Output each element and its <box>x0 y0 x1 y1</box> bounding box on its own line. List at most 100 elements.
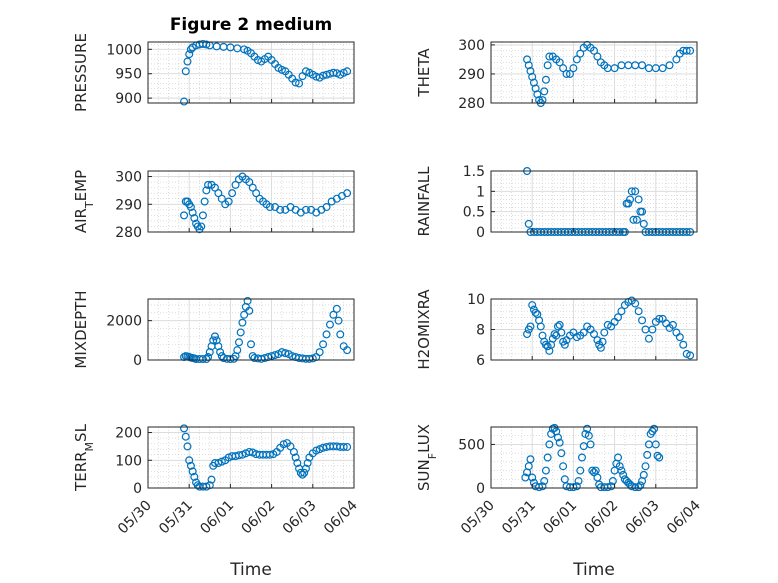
y-tick-label: 500 <box>458 437 485 453</box>
data-point <box>559 462 568 471</box>
data-point <box>638 207 647 216</box>
data-point <box>286 442 295 451</box>
data-point <box>186 461 195 470</box>
data-point <box>209 336 218 345</box>
data-point <box>207 475 216 484</box>
data-point <box>265 203 274 212</box>
y-axis-label: AIRTEMP <box>72 170 96 233</box>
data-point <box>183 442 192 451</box>
data-point <box>245 178 254 187</box>
data-point <box>303 459 312 468</box>
data-point <box>190 214 199 223</box>
y-tick-label: 0 <box>133 481 142 497</box>
data-point <box>565 69 574 78</box>
data-point <box>183 57 192 66</box>
data-point <box>668 320 677 329</box>
data-point <box>322 203 331 212</box>
data-point <box>528 301 537 310</box>
data-point <box>276 205 285 214</box>
data-point <box>291 78 300 87</box>
data-point <box>540 477 549 486</box>
data-point <box>293 459 302 468</box>
data-series <box>180 172 352 234</box>
y-tick-label: 1 <box>476 184 485 200</box>
data-point <box>315 348 324 357</box>
data-point <box>679 340 688 349</box>
data-point <box>638 61 647 70</box>
y-axis-label-main: SUN <box>415 459 433 491</box>
data-point <box>655 453 664 462</box>
data-point <box>298 470 307 479</box>
y-axis-label-tail: LUX <box>415 424 433 453</box>
data-point <box>181 67 190 76</box>
data-point <box>559 64 568 73</box>
y-axis-label-subscript: F <box>426 453 439 459</box>
y-axis-label: PRESSURE <box>72 33 90 112</box>
data-point <box>650 424 659 433</box>
data-point <box>560 340 569 349</box>
data-point <box>672 55 681 64</box>
data-point <box>579 328 588 337</box>
data-point <box>617 466 626 475</box>
data-point <box>210 332 219 341</box>
data-point <box>180 424 189 433</box>
data-point <box>240 310 249 319</box>
data-point <box>231 180 240 189</box>
data-point <box>555 438 564 447</box>
data-point <box>541 340 550 349</box>
data-point <box>588 466 597 475</box>
data-point <box>615 462 624 471</box>
data-point <box>181 432 190 441</box>
data-point <box>343 67 352 76</box>
data-point <box>574 477 583 486</box>
data-point <box>186 45 195 54</box>
data-point <box>322 330 331 339</box>
y-axis-label-tail: SL <box>72 423 90 442</box>
data-point <box>557 449 566 458</box>
data-point <box>252 189 261 198</box>
y-tick-label: 280 <box>458 96 485 112</box>
data-point <box>553 433 562 442</box>
data-point <box>224 197 233 206</box>
data-point <box>665 61 674 70</box>
data-point <box>631 187 640 196</box>
data-point <box>562 69 571 78</box>
y-axis-label: SUNFLUX <box>415 424 439 491</box>
y-tick-label: 0 <box>133 353 142 369</box>
data-point <box>634 195 643 204</box>
data-point <box>281 349 290 358</box>
figure-title: Figure 2 medium <box>170 15 332 35</box>
data-point <box>197 222 206 231</box>
y-axis-label-main: AIR <box>72 208 90 233</box>
data-point <box>576 466 585 475</box>
data-point <box>343 346 352 355</box>
data-point <box>541 75 550 84</box>
data-point <box>639 219 648 228</box>
y-tick-label: 280 <box>115 225 142 241</box>
data-point <box>626 195 635 204</box>
y-tick-label: 300 <box>115 170 142 186</box>
axes-box <box>490 426 698 489</box>
data-point <box>610 64 619 73</box>
y-tick-label: 950 <box>115 67 142 83</box>
panel-pressure: 900 950 1000 PRESSURE <box>72 33 355 112</box>
panel-h2omixra: 6 8 10 H2OMIXRA <box>415 289 698 370</box>
data-point <box>279 440 288 449</box>
data-point <box>586 440 595 449</box>
data-point <box>332 304 341 313</box>
data-point <box>543 61 552 70</box>
y-axis-label: RAINFALL <box>415 166 433 237</box>
y-axis-label: H2OMIXRA <box>415 289 433 370</box>
data-point <box>295 79 304 88</box>
data-point <box>245 447 254 456</box>
data-point <box>631 483 640 492</box>
data-point <box>545 440 554 449</box>
data-point <box>301 464 310 473</box>
data-point <box>526 322 535 331</box>
y-tick-label: 900 <box>115 91 142 107</box>
data-point <box>555 58 564 67</box>
panel-air-temp: 280 290 300 AIRTEMP <box>72 170 355 241</box>
data-point <box>536 322 545 331</box>
data-point <box>636 481 645 490</box>
